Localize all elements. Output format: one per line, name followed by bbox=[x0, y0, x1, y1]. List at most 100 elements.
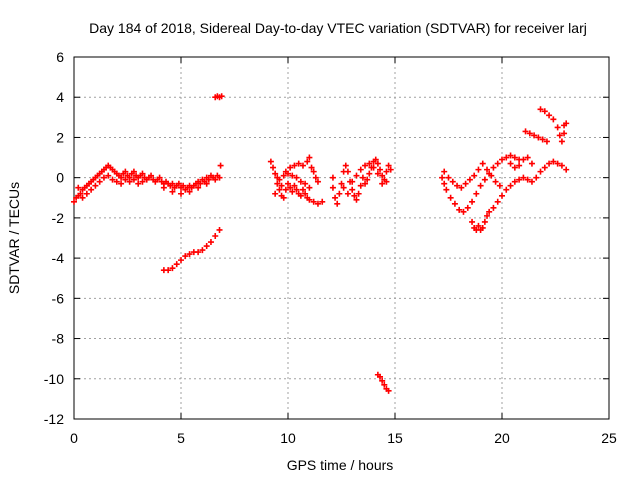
data-points-layer bbox=[71, 93, 570, 394]
data-point bbox=[488, 172, 495, 179]
data-point bbox=[466, 176, 473, 183]
data-point bbox=[445, 174, 452, 181]
data-point bbox=[282, 186, 289, 193]
x-tick-label: 0 bbox=[70, 430, 78, 446]
data-point bbox=[351, 192, 358, 199]
data-point bbox=[479, 224, 486, 231]
data-point bbox=[342, 162, 349, 169]
data-point bbox=[460, 208, 467, 215]
x-tick-label: 5 bbox=[177, 430, 185, 446]
data-point bbox=[503, 186, 510, 193]
data-point bbox=[541, 164, 548, 171]
data-point bbox=[454, 182, 461, 189]
data-point bbox=[118, 174, 125, 181]
data-point bbox=[507, 182, 514, 189]
data-point bbox=[165, 267, 172, 274]
data-point bbox=[372, 156, 379, 163]
data-point bbox=[272, 170, 279, 177]
data-point bbox=[471, 172, 478, 179]
data-point bbox=[169, 188, 176, 195]
data-point bbox=[205, 176, 212, 183]
data-point bbox=[306, 154, 313, 161]
data-point bbox=[366, 170, 373, 177]
data-point bbox=[299, 186, 306, 193]
data-point bbox=[195, 249, 202, 256]
data-point bbox=[385, 387, 392, 394]
data-point bbox=[186, 188, 193, 195]
data-point bbox=[314, 178, 321, 185]
data-point bbox=[353, 172, 360, 179]
data-point bbox=[511, 154, 518, 161]
data-point bbox=[217, 162, 224, 169]
data-point bbox=[178, 190, 184, 197]
data-point bbox=[308, 164, 315, 171]
data-point bbox=[492, 178, 499, 185]
data-point bbox=[558, 138, 565, 145]
data-point bbox=[96, 178, 103, 185]
data-point bbox=[293, 174, 300, 181]
data-point bbox=[216, 174, 223, 181]
data-point bbox=[496, 182, 503, 189]
data-point bbox=[297, 178, 304, 185]
data-point bbox=[364, 176, 371, 183]
data-point bbox=[385, 162, 392, 169]
data-point bbox=[383, 178, 390, 185]
data-point bbox=[310, 168, 317, 175]
x-axis-label: GPS time / hours bbox=[287, 457, 394, 473]
data-point bbox=[287, 184, 294, 191]
y-tick-label: 4 bbox=[56, 89, 64, 105]
data-point bbox=[349, 178, 356, 185]
data-point bbox=[135, 180, 142, 187]
data-point bbox=[304, 158, 311, 165]
data-point bbox=[528, 178, 535, 185]
data-point bbox=[550, 116, 557, 123]
data-point bbox=[362, 162, 369, 169]
data-point bbox=[481, 218, 488, 225]
data-point bbox=[462, 180, 469, 187]
data-point bbox=[287, 164, 294, 171]
data-point bbox=[71, 198, 77, 205]
data-point bbox=[293, 186, 300, 193]
data-point bbox=[528, 160, 535, 167]
data-point bbox=[306, 196, 313, 203]
data-point bbox=[563, 120, 570, 127]
data-point bbox=[381, 381, 388, 388]
data-point bbox=[516, 176, 523, 183]
data-point bbox=[195, 184, 202, 191]
data-point bbox=[522, 128, 529, 135]
data-point bbox=[494, 160, 501, 167]
data-point bbox=[362, 180, 369, 187]
data-point bbox=[387, 166, 394, 173]
data-point bbox=[558, 162, 565, 169]
x-tick-label: 10 bbox=[280, 430, 296, 446]
data-point bbox=[531, 132, 538, 139]
data-point bbox=[122, 168, 129, 175]
data-point bbox=[507, 152, 514, 159]
data-point bbox=[469, 198, 476, 205]
data-point bbox=[447, 194, 454, 201]
data-point bbox=[169, 265, 176, 272]
data-point bbox=[216, 226, 223, 233]
data-point bbox=[379, 377, 386, 384]
data-point bbox=[441, 180, 448, 187]
data-point bbox=[494, 198, 501, 205]
data-point bbox=[118, 180, 125, 187]
data-point bbox=[377, 373, 384, 380]
data-point bbox=[319, 198, 326, 205]
data-point bbox=[212, 232, 219, 239]
data-point bbox=[334, 200, 341, 207]
data-point bbox=[278, 182, 285, 189]
data-point bbox=[503, 154, 510, 161]
data-point bbox=[203, 180, 210, 187]
data-point bbox=[267, 158, 274, 165]
data-point bbox=[449, 178, 456, 185]
data-point bbox=[469, 218, 476, 225]
data-point bbox=[295, 160, 302, 167]
data-point bbox=[182, 253, 189, 260]
data-point bbox=[199, 247, 206, 254]
data-point bbox=[180, 182, 187, 189]
data-point bbox=[370, 164, 377, 171]
data-point bbox=[458, 184, 465, 191]
data-point bbox=[526, 130, 533, 137]
y-axis-label: SDTVAR / TECUs bbox=[6, 182, 22, 294]
